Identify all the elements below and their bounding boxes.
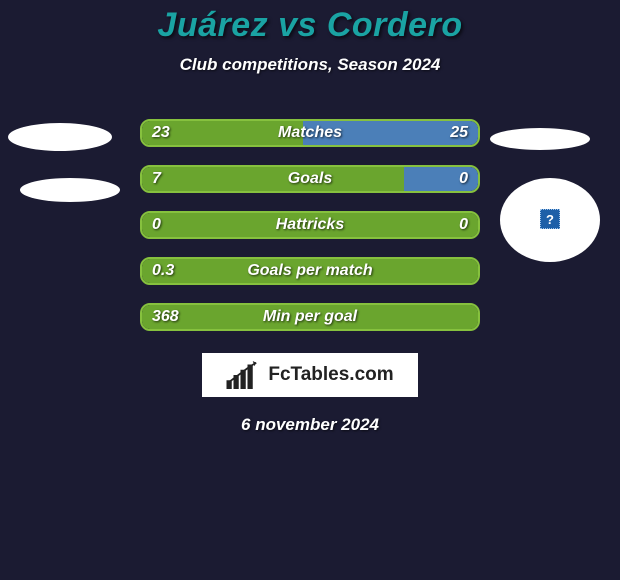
decor-ellipse-left-2 (20, 178, 120, 202)
stats-container: 2325Matches 70Goals 00Hattricks 0.3Goals pe… (140, 119, 480, 331)
decor-ellipse-left-1 (8, 123, 112, 151)
stat-label: Matches (142, 121, 478, 145)
stat-row: 0.3Goals per match (140, 257, 480, 285)
fctables-logo: FcTables.com (202, 353, 418, 397)
stat-row: 70Goals (140, 165, 480, 193)
title-player2: Cordero (327, 6, 463, 44)
stat-label: Hattricks (142, 213, 478, 237)
stat-row: 00Hattricks (140, 211, 480, 239)
bars-icon (226, 361, 262, 389)
stat-label: Goals (142, 167, 478, 191)
title-player1: Juárez (157, 6, 268, 44)
page-title: Juárez vs Cordero (0, 6, 620, 45)
title-vs: vs (268, 6, 327, 44)
decor-ellipse-right-1 (490, 128, 590, 150)
fctables-logo-text: FcTables.com (268, 364, 393, 386)
stat-label: Min per goal (142, 305, 478, 329)
subtitle: Club competitions, Season 2024 (0, 55, 620, 75)
stat-label: Goals per match (142, 259, 478, 283)
stat-row: 368Min per goal (140, 303, 480, 331)
help-icon[interactable]: ? (540, 209, 560, 229)
date-label: 6 november 2024 (0, 415, 620, 435)
stat-row: 2325Matches (140, 119, 480, 147)
